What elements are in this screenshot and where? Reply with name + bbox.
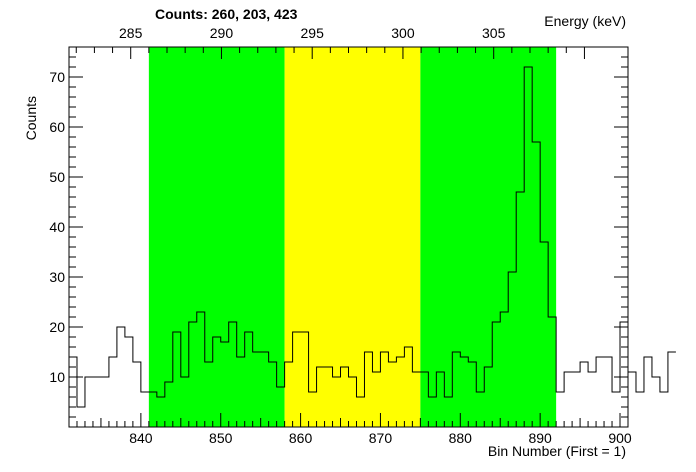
top-tick-label-300: 300	[391, 25, 415, 41]
y-tick-label-70: 70	[49, 69, 65, 85]
region-band-2	[284, 47, 421, 427]
histogram-series	[69, 66, 676, 408]
x-tick-label-870: 870	[369, 430, 393, 446]
region-band-1	[148, 47, 285, 427]
y-tick-label-40: 40	[49, 219, 65, 235]
y-tick-label-20: 20	[49, 319, 65, 335]
x-tick-label-840: 840	[129, 430, 153, 446]
x-tick-label-850: 850	[209, 430, 233, 446]
x-tick-label-890: 890	[528, 430, 552, 446]
y-tick-label-50: 50	[49, 169, 65, 185]
region-bands	[148, 47, 557, 427]
top-tick-label-295: 295	[301, 25, 325, 41]
tick-labels: 840 850 860 870 880 890 900 10 20 30 40 50 60 70 285 29…	[49, 25, 631, 446]
top-tick-label-305: 305	[482, 25, 506, 41]
x-tick-label-900: 900	[608, 430, 632, 446]
x-axis-label: Bin Number (First = 1)	[488, 443, 626, 459]
histogram-line	[69, 66, 676, 408]
top-tick-label-285: 285	[119, 25, 143, 41]
region-band-3	[420, 47, 557, 427]
x-tick-label-880: 880	[449, 430, 473, 446]
chart-title: Counts: 260, 203, 423	[155, 6, 298, 22]
y-tick-label-30: 30	[49, 269, 65, 285]
y-tick-label-10: 10	[49, 369, 65, 385]
x-tick-label-860: 860	[289, 430, 313, 446]
y-tick-label-60: 60	[49, 119, 65, 135]
y-axis-label: Counts	[23, 96, 39, 140]
top-axis-label: Energy (keV)	[544, 13, 626, 29]
top-tick-label-290: 290	[210, 25, 234, 41]
axis-ticks	[68, 46, 629, 427]
